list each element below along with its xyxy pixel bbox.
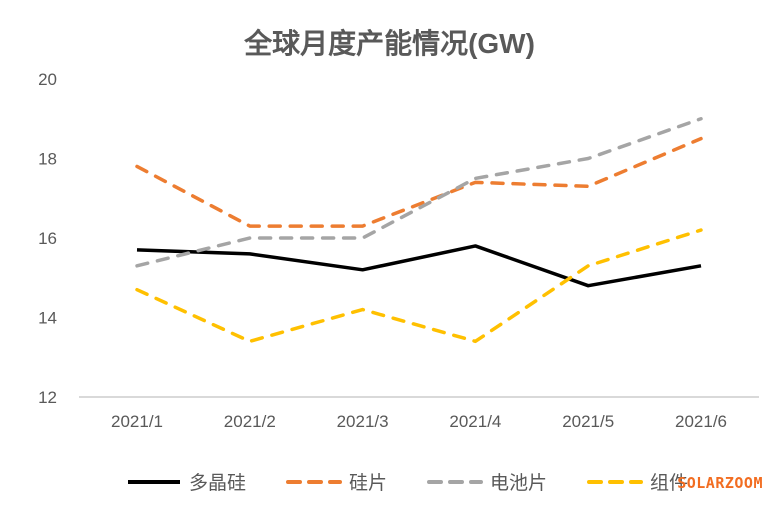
y-axis-tick-label: 16 [38,229,57,248]
x-axis-category-label: 2021/5 [562,412,614,431]
y-axis-tick-label: 12 [38,388,57,407]
x-axis-category-label: 2021/3 [337,412,389,431]
x-axis-category-label: 2021/2 [224,412,276,431]
chart-title: 全球月度产能情况(GW) [244,28,535,59]
x-axis-category-label: 2021/4 [449,412,501,431]
legend: 多晶硅 硅片 电池片 组件 [126,468,688,495]
legend-item-wafer: 硅片 [286,468,387,495]
x-axis-category-label: 2021/6 [675,412,727,431]
legend-item-cell: 电池片 [427,468,547,495]
legend-swatch-module-icon [587,479,644,484]
series-line-cell [135,117,703,268]
y-axis-tick-label: 20 [38,70,57,89]
x-axis-category-label: 2021/1 [111,412,163,431]
y-axis-tick-label: 18 [38,150,57,169]
legend-label-module: 组件 [650,473,689,494]
legend-item-module: 组件 [587,468,688,495]
legend-label-cell: 电池片 [490,473,548,494]
legend-swatch-polysilicon-icon [128,479,180,484]
legend-label-wafer: 硅片 [349,473,388,494]
series-line-module [135,228,703,344]
series-line-wafer [135,136,703,228]
series-line-polysilicon [136,244,702,288]
legend-swatch-wafer-icon [286,479,343,484]
legend-label-polysilicon: 多晶硅 [189,473,247,494]
watermark-solarzoom: SOLARZOOM [677,474,763,492]
legend-item-polysilicon: 多晶硅 [126,468,246,495]
legend-swatch-cell-icon [427,479,484,484]
y-axis-tick-label: 14 [38,309,57,328]
